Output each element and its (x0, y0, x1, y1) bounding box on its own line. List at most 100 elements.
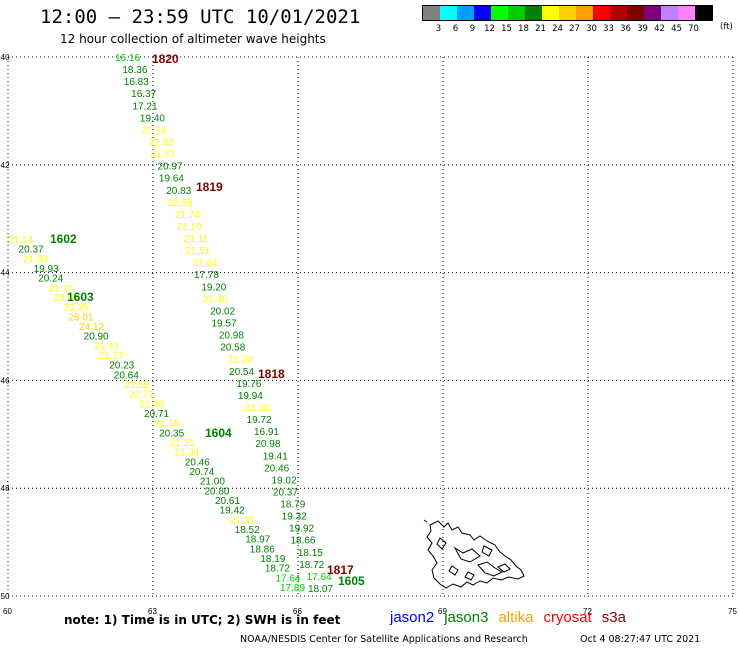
swh-value: 18.86 (250, 544, 275, 555)
lat-tick-label: -40 (0, 53, 10, 62)
lat-tick-label: -44 (0, 269, 10, 278)
legend-label: 15 (501, 24, 512, 34)
swh-value: 18.36 (122, 65, 147, 76)
legend-label: 9 (469, 24, 476, 34)
swh-value: 18.52 (235, 525, 260, 536)
legend-label: 70 (688, 24, 699, 34)
swh-value: 20.74 (189, 467, 214, 478)
legend-label: 18 (518, 24, 529, 34)
legend-label: 42 (654, 24, 665, 34)
legend-swatch (525, 6, 542, 20)
swh-value: 16.37 (131, 89, 156, 100)
legend-swatch (474, 6, 491, 20)
swh-value: 21.35 (64, 303, 89, 314)
map-subtitle: 12 hour collection of altimeter wave hei… (60, 32, 326, 46)
pass-number: 1602 (50, 232, 77, 246)
swh-value: 18.66 (290, 536, 315, 547)
legend-labels: 3 6 9 12 15 18 21 24 27 30 33 36 39 42 45 70 (422, 24, 713, 34)
swh-value: 21.11 (184, 234, 209, 245)
legend-label: 12 (484, 24, 495, 34)
swh-value: 20.58 (220, 343, 245, 354)
swh-value: 21.46 (203, 294, 228, 305)
swh-value: 20.83 (166, 186, 191, 197)
legend-swatch (627, 6, 644, 20)
swh-value: 19.32 (282, 512, 307, 523)
mission-jason3: jason3 (444, 609, 489, 626)
swh-value: 21.16 (155, 419, 180, 430)
swh-value: 17.21 (133, 101, 158, 112)
lon-tick-label: 69 (438, 607, 447, 616)
lon-tick-label: 75 (728, 607, 737, 616)
legend-label: 27 (569, 24, 580, 34)
legend-swatch (695, 6, 712, 20)
swh-value: 20.46 (185, 457, 210, 468)
swh-value: 19.02 (272, 475, 297, 486)
swh-value: 21.41 (94, 341, 119, 352)
legend-label: 6 (452, 24, 459, 34)
mission-altika: altika (498, 609, 534, 626)
note-text: note: 1) Time is in UTC; 2) SWH is in fe… (64, 613, 341, 627)
map-grid (7, 56, 734, 597)
legend-swatch (440, 6, 457, 20)
pass-number: 1820 (152, 52, 179, 66)
pass-number: 1819 (196, 180, 223, 194)
swh-value: 18.79 (280, 500, 305, 511)
swh-value: 22.38 (168, 198, 193, 209)
swh-value: 21.20 (228, 355, 253, 366)
legend-swatch (457, 6, 474, 20)
swh-value: 24.12 (79, 322, 104, 333)
swh-value: 16.83 (124, 77, 149, 88)
mission-jason2: jason2 (390, 609, 435, 626)
swh-value: 17.64 (275, 573, 300, 584)
swh-value: 20.54 (229, 367, 254, 378)
swh-value: 22.71 (129, 390, 154, 401)
pass-number: 1604 (205, 426, 232, 440)
swh-value: 17.64 (307, 572, 332, 583)
swh-value: 20.80 (204, 486, 229, 497)
legend-label: 33 (603, 24, 614, 34)
swh-value: 19.57 (212, 319, 237, 330)
swh-value: 19.93 (34, 264, 59, 275)
legend-label: 30 (586, 24, 597, 34)
color-legend: 3 6 9 12 15 18 21 24 27 30 33 36 39 42 45 70 (ft) (422, 5, 733, 34)
legend-swatch (508, 6, 525, 20)
lat-tick-label: -50 (0, 592, 10, 601)
swh-value: 19.42 (220, 506, 245, 517)
swh-value: 20.71 (144, 409, 169, 420)
swh-value: 19.20 (201, 282, 226, 293)
pass-number: 1603 (67, 290, 94, 304)
legend-label: 3 (435, 24, 442, 34)
swh-value: 20.35 (159, 428, 184, 439)
swh-value: 19.94 (238, 391, 263, 402)
swh-value: 17.78 (194, 270, 219, 281)
swh-value: 17.89 (280, 583, 305, 594)
legend-swatch (576, 6, 593, 20)
swh-value: 21.17 (99, 351, 124, 362)
swh-value: 18.72 (265, 564, 290, 575)
swh-value: 21.34 (174, 448, 199, 459)
swh-value: 19.40 (140, 113, 165, 124)
swh-value: 21.00 (200, 477, 225, 488)
swh-value: 20.23 (109, 361, 134, 372)
swh-value: 16.91 (254, 427, 279, 438)
kerguelen-islands-coastline (423, 519, 525, 589)
pass-number: 1817 (327, 563, 354, 577)
swh-value: 18.72 (299, 560, 324, 571)
credit-text: NOAA/NESDIS Center for Satellite Applica… (240, 634, 528, 645)
swh-value: 20.98 (255, 439, 280, 450)
swh-value: 21.31 (230, 515, 255, 526)
swh-value: 21.64 (193, 258, 218, 269)
swh-value: 20.98 (219, 331, 244, 342)
timestamp: Oct 4 08:27:47 UTC 2021 (580, 634, 701, 645)
lon-tick-label: 66 (293, 607, 302, 616)
lat-tick-label: -46 (0, 376, 10, 385)
wave-height-tracks: 16.1618.3616.8316.3717.2119.4021.1421.82… (8, 53, 333, 595)
legend-swatches (422, 5, 713, 21)
swh-value: 21.34 (23, 254, 48, 265)
legend-swatch (423, 6, 440, 20)
swh-value: 19.92 (289, 524, 314, 535)
lon-tick-label: 63 (148, 607, 157, 616)
swh-value: 20.37 (273, 487, 298, 498)
